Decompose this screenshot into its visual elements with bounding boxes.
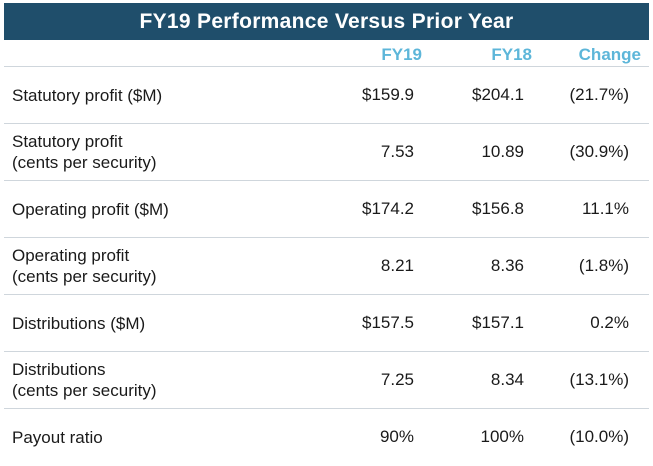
cell-change: (30.9%): [569, 142, 629, 161]
column-header-change: Change: [578, 45, 641, 64]
cell-fy19: 7.25: [380, 370, 414, 389]
table-row: Distributions ($M) $157.5 $157.1 0.2%: [4, 294, 649, 351]
table-row: Statutory profit (cents per security) 7.…: [4, 123, 649, 180]
table-row: Operating profit ($M) $174.2 $156.8 11.1…: [4, 180, 649, 237]
cell-fy18: 8.36: [490, 256, 524, 275]
cell-fy18: 8.34: [490, 370, 524, 389]
table-row: Statutory profit ($M) $159.9 $204.1 (21.…: [4, 66, 649, 123]
cell-fy18: $157.1: [472, 313, 524, 332]
cell-change: (13.1%): [569, 370, 629, 389]
row-label: Distributions ($M): [12, 313, 146, 333]
title-bar: FY19 Performance Versus Prior Year: [4, 3, 649, 40]
cell-change: (21.7%): [569, 85, 629, 104]
table-body: Statutory profit ($M) $159.9 $204.1 (21.…: [4, 66, 649, 465]
cell-fy18: 100%: [480, 427, 524, 446]
cell-fy19: 90%: [379, 427, 414, 446]
column-header-fy19: FY19: [381, 45, 422, 64]
row-label: Distributions (cents per security): [12, 360, 157, 400]
table-row: Operating profit (cents per security) 8.…: [4, 237, 649, 294]
row-label: Payout ratio: [12, 427, 103, 447]
cell-fy18: $156.8: [472, 199, 524, 218]
cell-fy19: 7.53: [380, 142, 414, 161]
cell-fy19: $157.5: [362, 313, 414, 332]
cell-change: (10.0%): [569, 427, 629, 446]
table-row: Distributions (cents per security) 7.25 …: [4, 351, 649, 408]
cell-change: (1.8%): [578, 256, 629, 275]
cell-fy19: $174.2: [362, 199, 414, 218]
cell-fy19: 8.21: [380, 256, 414, 275]
cell-change: 0.2%: [590, 313, 629, 332]
row-label: Operating profit ($M): [12, 199, 169, 219]
cell-fy19: $159.9: [362, 85, 414, 104]
table-row: Payout ratio 90% 100% (10.0%): [4, 408, 649, 465]
row-label: Operating profit (cents per security): [12, 246, 157, 286]
column-header-fy18: FY18: [491, 45, 532, 64]
cell-fy18: $204.1: [472, 85, 524, 104]
cell-change: 11.1%: [582, 199, 629, 218]
table-title: FY19 Performance Versus Prior Year: [139, 9, 514, 33]
row-label: Statutory profit ($M): [12, 85, 163, 105]
cell-fy18: 10.89: [481, 142, 524, 161]
row-label: Statutory profit (cents per security): [12, 132, 157, 172]
